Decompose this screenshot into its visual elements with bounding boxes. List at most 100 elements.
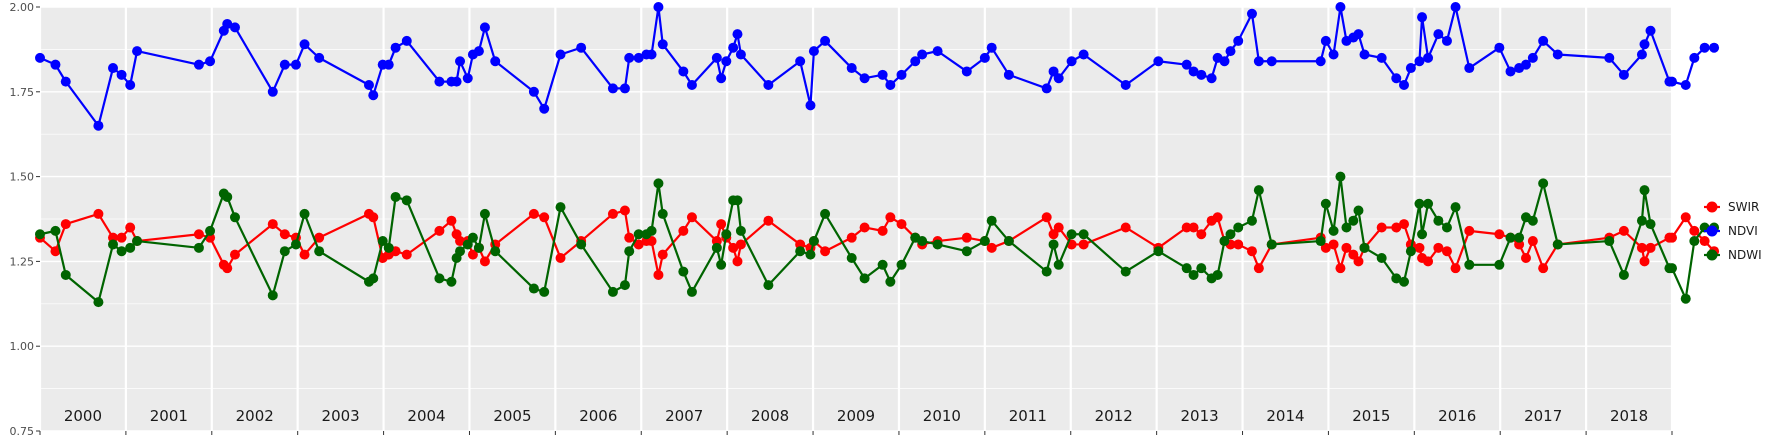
data-point-ndvi xyxy=(193,59,204,70)
data-point-ndvi xyxy=(1359,49,1370,60)
data-point-ndwi xyxy=(859,273,870,284)
data-point-ndwi xyxy=(678,266,689,277)
data-point-swir xyxy=(267,219,278,230)
data-point-ndwi xyxy=(1320,198,1331,209)
data-point-ndwi xyxy=(1188,269,1199,280)
data-point-ndwi xyxy=(473,242,484,253)
data-point-ndwi xyxy=(528,283,539,294)
data-point-swir xyxy=(1320,242,1331,253)
data-point-ndwi xyxy=(93,297,104,308)
data-point-ndwi xyxy=(885,276,896,287)
data-point-ndwi xyxy=(576,239,587,250)
data-point-ndvi xyxy=(1494,42,1505,53)
data-point-ndvi xyxy=(1266,56,1277,67)
data-point-ndvi xyxy=(1505,66,1516,77)
data-point-ndvi xyxy=(1538,35,1549,46)
data-point-ndwi xyxy=(1078,229,1089,240)
data-point-ndvi xyxy=(846,63,857,74)
year-label: 2006 xyxy=(579,407,617,425)
data-point-ndvi xyxy=(314,52,325,63)
data-point-ndvi xyxy=(50,59,61,70)
data-point-ndwi xyxy=(732,195,743,206)
data-point-swir xyxy=(846,232,857,243)
data-point-swir xyxy=(1520,253,1531,264)
data-point-ndwi xyxy=(555,202,566,213)
data-point-swir xyxy=(1423,256,1434,267)
data-point-ndvi xyxy=(93,120,104,131)
data-point-swir xyxy=(1680,212,1691,223)
data-point-swir xyxy=(1376,222,1387,233)
data-point-ndwi xyxy=(1246,215,1257,226)
data-point-swir xyxy=(1639,256,1650,267)
data-point-swir xyxy=(1450,263,1461,274)
year-labels: 2000 2001 2002 2003 2004 2005 2006 2007 2008 2009… xyxy=(64,407,1648,425)
data-point-ndwi xyxy=(1041,266,1052,277)
data-point-ndvi xyxy=(877,69,888,80)
data-point-ndwi xyxy=(1527,215,1538,226)
data-point-ndwi xyxy=(193,242,204,253)
data-point-ndwi xyxy=(1618,269,1629,280)
data-point-ndvi xyxy=(1399,80,1410,91)
data-point-swir xyxy=(1353,256,1364,267)
data-point-ndvi xyxy=(1441,35,1452,46)
data-point-swir xyxy=(1048,229,1059,240)
data-point-swir xyxy=(657,249,668,260)
data-point-ndvi xyxy=(1636,49,1647,60)
data-point-swir xyxy=(986,242,997,253)
data-point-ndwi xyxy=(986,215,997,226)
year-label: 2018 xyxy=(1610,407,1648,425)
year-label: 2008 xyxy=(751,407,789,425)
data-point-ndvi xyxy=(279,59,290,70)
data-point-ndwi xyxy=(1181,263,1192,274)
data-point-ndwi xyxy=(1120,266,1131,277)
data-point-swir xyxy=(401,249,412,260)
data-point-ndwi xyxy=(279,246,290,257)
data-point-ndwi xyxy=(314,246,325,257)
data-point-ndvi xyxy=(633,52,644,63)
data-point-swir xyxy=(1233,239,1244,250)
data-point-swir xyxy=(653,269,664,280)
data-point-swir xyxy=(1078,239,1089,250)
data-point-ndvi xyxy=(1680,80,1691,91)
data-point-ndvi xyxy=(1699,42,1710,53)
data-point-ndwi xyxy=(846,253,857,264)
data-point-swir xyxy=(1538,263,1549,274)
data-point-ndwi xyxy=(267,290,278,301)
data-point-swir xyxy=(1636,242,1647,253)
data-point-ndvi xyxy=(1423,52,1434,63)
data-point-swir xyxy=(1341,242,1352,253)
data-point-ndwi xyxy=(1196,263,1207,274)
data-point-swir xyxy=(1667,232,1677,243)
data-point-ndwi xyxy=(1405,246,1416,257)
data-point-ndvi xyxy=(885,80,896,91)
data-point-swir xyxy=(299,249,310,260)
data-point-ndvi xyxy=(1667,76,1677,87)
data-point-ndwi xyxy=(1253,185,1264,196)
year-label: 2012 xyxy=(1095,407,1133,425)
data-point-ndvi xyxy=(390,42,401,53)
legend-marker-ndwi xyxy=(1706,249,1718,261)
data-point-ndwi xyxy=(125,242,136,253)
data-point-ndwi xyxy=(721,229,732,240)
data-point-swir xyxy=(1391,222,1402,233)
data-point-ndvi xyxy=(686,80,697,91)
data-point-ndwi xyxy=(607,286,618,297)
data-point-ndvi xyxy=(711,52,722,63)
data-point-ndvi xyxy=(1520,59,1531,70)
data-point-ndwi xyxy=(646,225,657,236)
data-point-ndvi xyxy=(619,83,630,94)
y-tick-label: 2.00 xyxy=(10,1,35,14)
data-point-swir xyxy=(229,249,240,260)
data-point-ndwi xyxy=(455,246,466,257)
data-point-ndvi xyxy=(116,69,127,80)
data-point-ndwi xyxy=(1604,236,1615,247)
data-point-ndvi xyxy=(624,52,635,63)
data-point-ndvi xyxy=(1450,2,1461,12)
data-point-swir xyxy=(735,239,746,250)
data-point-swir xyxy=(732,256,743,267)
data-point-ndwi xyxy=(1212,269,1223,280)
data-point-ndwi xyxy=(795,246,806,257)
data-point-ndvi xyxy=(986,42,997,53)
data-point-ndwi xyxy=(763,280,774,291)
data-point-ndwi xyxy=(467,232,478,243)
